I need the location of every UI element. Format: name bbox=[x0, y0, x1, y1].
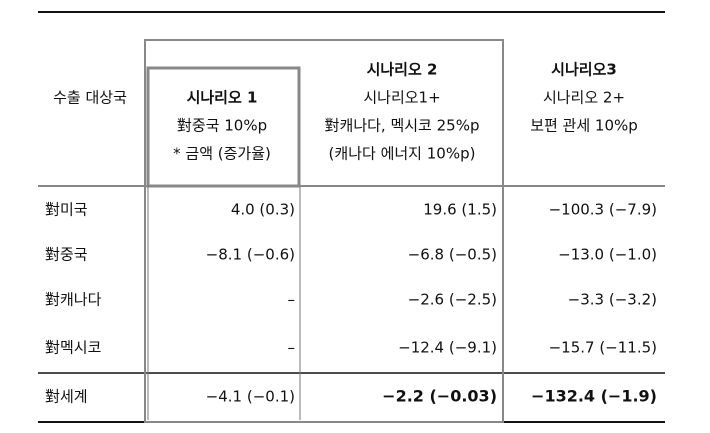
cell: −4.1 (−0.1) bbox=[206, 388, 295, 406]
cell: −2.2 (−0.03) bbox=[382, 387, 497, 406]
cell: −13.0 (−1.0) bbox=[558, 246, 657, 264]
cell: −12.4 (−9.1) bbox=[398, 339, 497, 357]
row-label: 對미국 bbox=[45, 201, 88, 219]
header-cell: 시나리오3 bbox=[551, 61, 617, 79]
header-cell: 수출 대상국 bbox=[53, 89, 127, 107]
row-label: 對세계 bbox=[45, 388, 88, 406]
cell: −3.3 (−3.2) bbox=[568, 291, 657, 309]
cell: −6.8 (−0.5) bbox=[408, 246, 497, 264]
cell: 4.0 (0.3) bbox=[231, 201, 295, 219]
row-label: 對캐나다 bbox=[45, 291, 102, 309]
header-cell: 시나리오1+ bbox=[363, 89, 440, 107]
header-cell: 對캐나다, 멕시코 25%p bbox=[325, 117, 480, 135]
header-cell: 시나리오 1 bbox=[187, 89, 258, 107]
cell: −8.1 (−0.6) bbox=[206, 246, 295, 264]
header-cell: (캐나다 에너지 10%p) bbox=[329, 145, 476, 163]
row-label: 對중국 bbox=[45, 246, 88, 264]
header-cell: 시나리오 2 bbox=[367, 61, 438, 79]
cell: −100.3 (−7.9) bbox=[549, 201, 657, 219]
cell: −132.4 (−1.9) bbox=[531, 387, 657, 406]
cell: −15.7 (−11.5) bbox=[549, 339, 657, 357]
header-cell: 對중국 10%p bbox=[177, 117, 267, 135]
cell: – bbox=[288, 339, 296, 357]
header-cell: * 금액 (증가율) bbox=[173, 145, 271, 163]
header-cell: 시나리오 2+ bbox=[543, 89, 625, 107]
rules bbox=[38, 11, 665, 423]
cell: – bbox=[288, 291, 296, 309]
cell: 19.6 (1.5) bbox=[423, 201, 497, 219]
cell: −2.6 (−2.5) bbox=[408, 291, 497, 309]
header-cell: 보편 관세 10%p bbox=[530, 117, 638, 135]
row-label: 對멕시코 bbox=[45, 339, 101, 357]
